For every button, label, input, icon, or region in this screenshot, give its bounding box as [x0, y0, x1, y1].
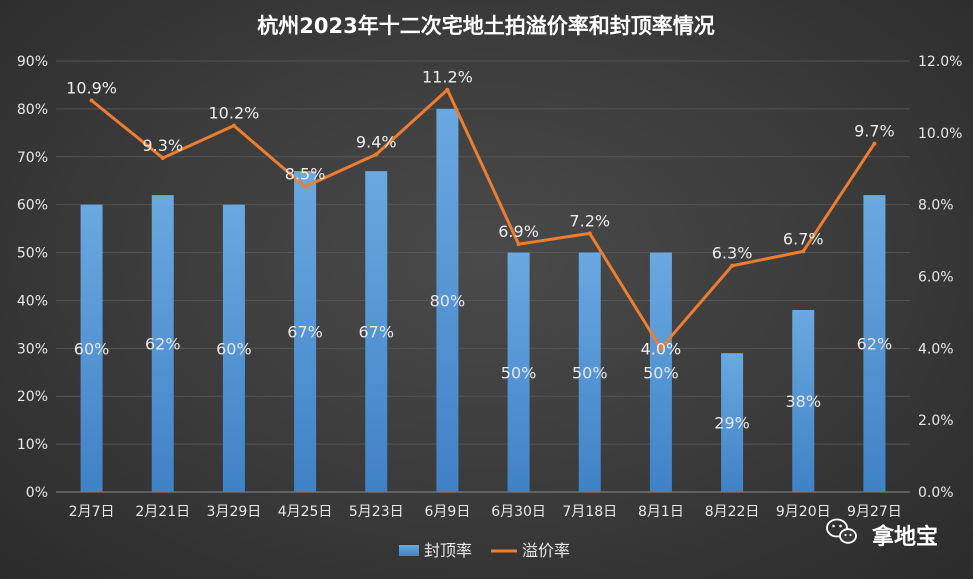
- bar-data-label: 50%: [643, 363, 679, 382]
- line-data-label: 6.3%: [712, 244, 753, 263]
- x-tick-label: 9月20日: [776, 504, 831, 520]
- line-path: [90, 88, 876, 350]
- line-data-label: 11.2%: [422, 68, 473, 87]
- y-left-tick-label: 20%: [17, 389, 48, 405]
- x-tick-label: 6月9日: [425, 504, 471, 520]
- line-data-label: 8.5%: [285, 165, 326, 184]
- line-point: [303, 184, 308, 189]
- x-tick-label: 5月23日: [349, 504, 404, 520]
- line-point: [374, 152, 379, 157]
- bar-data-label: 60%: [216, 339, 252, 358]
- y-right-tick-label: 6.0%: [918, 270, 954, 286]
- brand-watermark: 拿地宝: [826, 518, 938, 550]
- y-left-tick-label: 60%: [17, 198, 48, 214]
- data-labels: 60% 62% 60% 67% 67% 80% 50% 50% 50% 29% 38% 62% 10.9…: [66, 68, 895, 433]
- y-left-tick-label: 90%: [17, 54, 48, 70]
- line-point: [587, 231, 592, 236]
- bar-data-label: 62%: [857, 335, 893, 354]
- x-tick-label: 3月29日: [207, 504, 262, 520]
- line-point: [658, 346, 663, 351]
- bar: [365, 171, 388, 492]
- y-right-tick-label: 8.0%: [918, 198, 954, 214]
- y-left-tick-label: 80%: [17, 102, 48, 118]
- x-tick-label: 9月27日: [847, 504, 902, 520]
- bar-data-label: 29%: [714, 414, 750, 433]
- line-point: [89, 98, 94, 103]
- line-point: [872, 141, 877, 146]
- bar-data-label: 50%: [501, 363, 537, 382]
- bar-data-label: 60%: [74, 339, 110, 358]
- line-data-label: 10.2%: [209, 104, 260, 123]
- line-point: [730, 263, 735, 268]
- legend-swatch-bar: [399, 545, 419, 556]
- y-right-tick-label: 12.0%: [918, 54, 962, 70]
- x-tick-label: 7月18日: [562, 504, 617, 520]
- bar-data-label: 38%: [785, 392, 821, 411]
- bar: [80, 204, 103, 492]
- gridlines: [56, 60, 910, 493]
- bar: [294, 171, 317, 492]
- line-point: [445, 87, 450, 92]
- bar: [721, 353, 744, 492]
- y-left-tick-label: 0%: [26, 485, 48, 501]
- line-data-label: 7.2%: [569, 211, 610, 230]
- x-tick-label: 2月21日: [135, 504, 190, 520]
- bar: [649, 252, 672, 492]
- y-left-tick-label: 40%: [17, 293, 48, 309]
- bar-data-label: 50%: [572, 363, 608, 382]
- x-tick-label: 6月30日: [491, 504, 546, 520]
- legend-label-bar: 封顶率: [424, 541, 472, 560]
- line-data-label: 9.4%: [356, 132, 397, 151]
- bar-data-label: 62%: [145, 335, 181, 354]
- bar-series: [80, 108, 886, 493]
- y-right-tick-label: 2.0%: [918, 413, 954, 429]
- wechat-icon: [826, 518, 857, 544]
- bar: [222, 204, 245, 492]
- bar: [792, 310, 815, 492]
- bar: [863, 195, 886, 493]
- line-data-label: 6.9%: [498, 222, 539, 241]
- line-data-label: 4.0%: [641, 339, 682, 358]
- brand-name: 拿地宝: [871, 524, 938, 550]
- y-left-tick-label: 70%: [17, 150, 48, 166]
- line-series: [89, 87, 877, 351]
- line-data-label: 10.9%: [66, 79, 117, 98]
- y-right-tick-label: 4.0%: [918, 341, 954, 357]
- x-tick-label: 2月7日: [69, 504, 115, 520]
- y-left-tick-label: 10%: [17, 437, 48, 453]
- bar: [507, 252, 530, 492]
- y-right-tick-label: 0.0%: [918, 485, 954, 501]
- line-point: [231, 123, 236, 128]
- y-right-tick-label: 10.0%: [918, 126, 962, 142]
- chart-title: 杭州2023年十二次宅地土拍溢价率和封顶率情况: [257, 14, 714, 38]
- y-left-tick-label: 50%: [17, 246, 48, 262]
- bar: [151, 195, 174, 493]
- line-point: [516, 242, 521, 247]
- line-data-label: 9.7%: [854, 122, 895, 141]
- y-left-tick-label: 30%: [17, 341, 48, 357]
- x-tick-label: 8月22日: [705, 504, 760, 520]
- x-tick-label: 8月1日: [638, 504, 684, 520]
- bar: [436, 108, 459, 492]
- x-tick-label: 4月25日: [278, 504, 333, 520]
- line-point: [160, 155, 165, 160]
- line-data-label: 9.3%: [142, 136, 183, 155]
- legend: 封顶率 溢价率: [399, 541, 570, 560]
- line-point: [801, 249, 806, 254]
- line-data-label: 6.7%: [783, 229, 824, 248]
- bar-data-label: 67%: [287, 323, 323, 342]
- bar-data-label: 67%: [358, 323, 394, 342]
- bar: [578, 252, 601, 492]
- bar-data-label: 80%: [430, 291, 466, 310]
- axes: 0% 10% 20% 30% 40% 50% 60% 70% 80% 90% 0.0% 2.0% 4.0…: [17, 54, 963, 520]
- legend-label-line: 溢价率: [522, 541, 570, 560]
